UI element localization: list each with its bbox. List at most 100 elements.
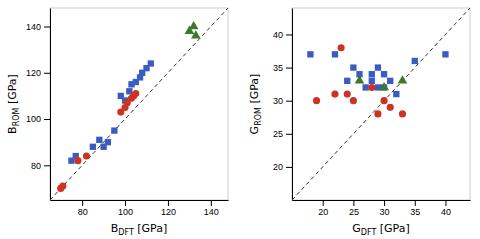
point — [189, 21, 199, 29]
tick: 35 — [273, 63, 292, 73]
label-part: G — [248, 126, 261, 135]
tick: 80 — [31, 161, 50, 171]
axis-line — [50, 9, 51, 201]
tick-label: 25 — [349, 207, 359, 217]
tick-label: 80 — [78, 207, 88, 217]
label-part: B — [111, 222, 119, 235]
y-axis: 80 100 120 140 — [26, 9, 51, 201]
label-subscript: ROM — [254, 107, 263, 126]
panel: 20253035402025303540GDFT [GPa]GROM [GPa] — [248, 8, 471, 237]
tick-mark — [44, 73, 50, 74]
tick-label: 80 — [31, 161, 41, 171]
point — [379, 82, 389, 90]
series — [185, 21, 201, 39]
point — [375, 64, 381, 70]
point — [74, 157, 81, 164]
tick-label: 25 — [273, 129, 283, 139]
tick-label: 20 — [273, 162, 283, 172]
tick-mark — [82, 200, 83, 206]
point — [191, 30, 201, 38]
y-axis-title: GROM [GPa] — [248, 74, 263, 135]
series — [313, 44, 406, 117]
point — [442, 51, 448, 57]
x-axis: 80100120140 — [51, 200, 229, 217]
label-part: B — [6, 126, 19, 134]
x-axis-title: GDFT [GPa] — [352, 222, 410, 237]
point — [338, 44, 345, 51]
tick: 140 — [26, 22, 50, 32]
point — [132, 90, 139, 97]
tick: 140 — [204, 200, 219, 217]
tick-mark — [44, 165, 50, 166]
label-part: [GPa] — [248, 74, 261, 107]
tick-label: 35 — [410, 207, 420, 217]
point — [148, 60, 154, 66]
tick-label: 20 — [318, 207, 328, 217]
tick: 25 — [273, 129, 292, 139]
axis-line — [292, 9, 293, 201]
point — [350, 64, 356, 70]
point — [96, 137, 102, 143]
tick-label: 100 — [26, 114, 41, 124]
tick-label: 140 — [204, 207, 219, 217]
tick-label: 40 — [273, 30, 283, 40]
tick: 80 — [78, 200, 88, 217]
point — [355, 75, 365, 83]
point — [381, 97, 388, 104]
series — [57, 90, 139, 192]
point — [381, 71, 387, 77]
tick-mark — [384, 200, 385, 206]
tick-label: 35 — [273, 63, 283, 73]
point — [332, 51, 338, 57]
tick: 30 — [380, 200, 390, 217]
label-part: [GPa] — [6, 74, 19, 107]
label-part: G — [352, 222, 361, 235]
label-subscript: DFT — [118, 228, 134, 237]
tick-mark — [286, 34, 292, 35]
point — [307, 51, 313, 57]
tick-label: 30 — [273, 96, 283, 106]
point — [369, 78, 375, 84]
x-axis: 20 25 30 35 40 — [293, 200, 471, 217]
point — [105, 139, 111, 145]
tick: 35 — [410, 200, 420, 217]
point — [331, 91, 338, 98]
point — [387, 104, 394, 111]
tick-mark — [286, 167, 292, 168]
point — [399, 110, 406, 117]
series — [68, 60, 154, 163]
tick-mark — [286, 68, 292, 69]
tick-label: 120 — [26, 68, 41, 78]
chart: 8010012014080100120140BDFT [GPa]BROM [GP… — [0, 0, 480, 239]
label-subscript: ROM — [12, 107, 21, 126]
axis-line — [51, 200, 229, 201]
label-part: [GPa] — [134, 222, 167, 235]
tick: 25 — [349, 200, 359, 217]
tick: 20 — [273, 162, 292, 172]
tick-mark — [353, 200, 354, 206]
tick: 120 — [26, 68, 50, 78]
tick-label: 100 — [118, 207, 133, 217]
tick-mark — [445, 200, 446, 206]
tick-mark — [44, 27, 50, 28]
point — [369, 71, 375, 77]
point — [59, 183, 66, 190]
point — [398, 75, 408, 83]
tick: 40 — [273, 30, 292, 40]
point — [90, 144, 96, 150]
tick-mark — [44, 119, 50, 120]
tick-mark — [211, 200, 212, 206]
tick: 30 — [273, 96, 292, 106]
tick-mark — [323, 200, 324, 206]
point — [412, 58, 418, 64]
point — [83, 152, 90, 159]
tick-mark — [125, 200, 126, 206]
series — [307, 51, 448, 97]
tick-label: 140 — [26, 22, 41, 32]
point — [111, 127, 117, 133]
label-part: [GPa] — [376, 222, 409, 235]
series — [355, 75, 408, 90]
tick-label: 40 — [441, 207, 451, 217]
plot-frame — [292, 8, 470, 200]
y-axis-title: BROM [GPa] — [6, 74, 21, 134]
